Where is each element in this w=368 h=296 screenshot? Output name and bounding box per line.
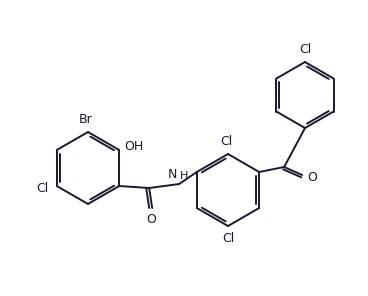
- Text: H: H: [180, 171, 188, 181]
- Text: Cl: Cl: [36, 181, 49, 194]
- Text: Cl: Cl: [299, 43, 311, 56]
- Text: O: O: [146, 213, 156, 226]
- Text: Cl: Cl: [222, 232, 234, 245]
- Text: OH: OH: [124, 139, 144, 152]
- Text: O: O: [307, 170, 317, 184]
- Text: Br: Br: [79, 113, 93, 126]
- Text: N: N: [168, 168, 177, 181]
- Text: Cl: Cl: [220, 135, 232, 148]
